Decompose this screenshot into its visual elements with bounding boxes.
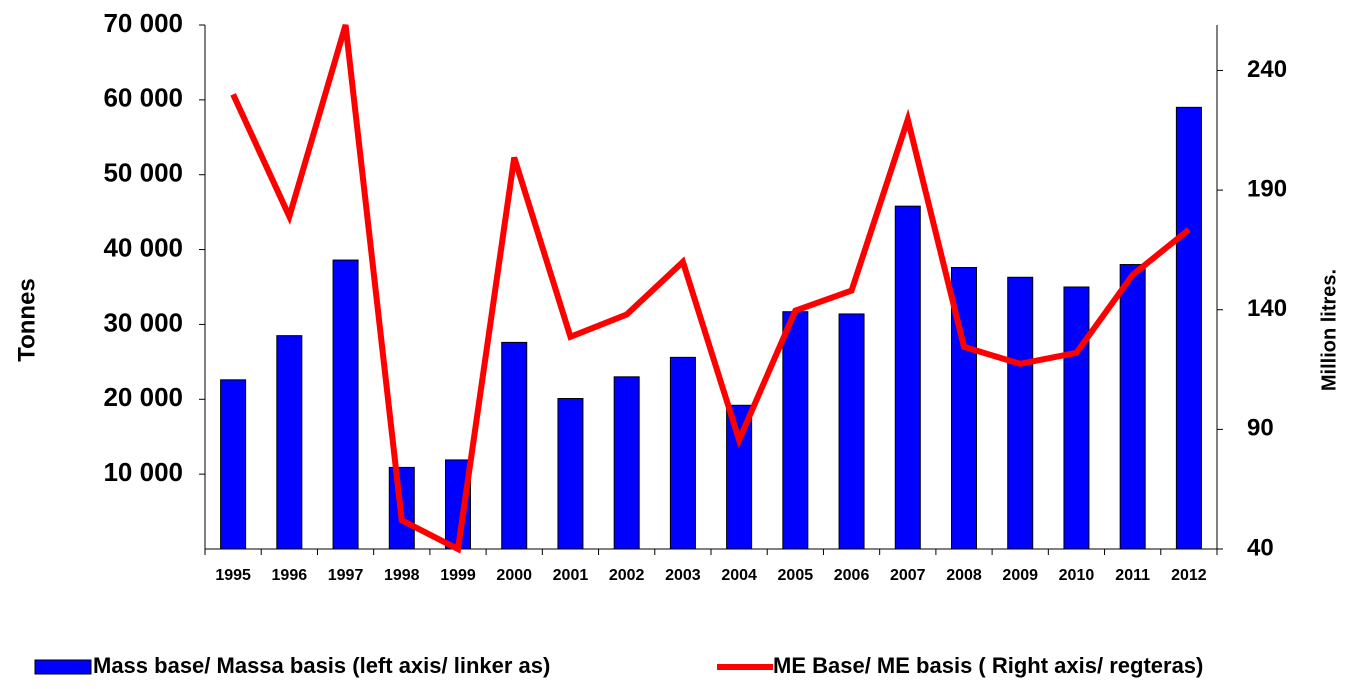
bar: [1007, 276, 1034, 550]
bar: [1119, 264, 1146, 550]
line: [230, 24, 1191, 554]
x-tick-label: 2003: [665, 567, 701, 584]
x-tick-label: 2007: [890, 567, 926, 584]
x-tick-label: 2004: [721, 567, 757, 584]
x-tick-label: 2009: [1002, 567, 1038, 584]
x-tick-label: 1997: [328, 567, 364, 584]
y-tick-label: 50 000: [103, 158, 183, 188]
x-tick-label: 1995: [215, 567, 251, 584]
y-axis-label: Tonnes: [13, 278, 40, 362]
bar: [501, 341, 528, 550]
y-tick-label: 10 000: [103, 457, 183, 487]
x-tick-label: 2008: [946, 567, 982, 584]
x-tick-label: 2005: [778, 567, 814, 584]
bar: [220, 379, 247, 550]
y2-tick-label: 90: [1247, 415, 1274, 442]
x-tick-label: 2002: [609, 567, 645, 584]
bar: [1175, 106, 1202, 550]
y2-tick-label: 240: [1247, 56, 1287, 83]
x-tick-label: 2001: [553, 567, 589, 584]
bar: [1063, 286, 1090, 550]
y-tick-label: 40 000: [103, 232, 183, 262]
y2-tick-label: 40: [1247, 534, 1274, 561]
y2-axis-label: Million litres.: [1318, 269, 1340, 391]
legend-label: ME Base/ ME basis ( Right axis/ regteras…: [773, 653, 1203, 678]
x-tick-label: 2011: [1115, 567, 1150, 584]
y2-tick-label: 140: [1247, 295, 1287, 322]
bar: [782, 311, 809, 550]
x-tick-label: 1998: [384, 567, 420, 584]
bar: [669, 356, 696, 550]
x-tick-label: 2000: [496, 567, 532, 584]
bar: [332, 259, 359, 550]
bar: [613, 376, 640, 550]
legend-swatch: [34, 659, 92, 675]
bar: [276, 335, 303, 550]
x-tick-label: 2010: [1059, 567, 1095, 584]
bar: [557, 398, 584, 550]
y-tick-label: 70 000: [103, 8, 183, 38]
y-tick-label: 30 000: [103, 307, 183, 337]
x-tick-label: 2006: [834, 567, 870, 584]
y2-tick-label: 190: [1247, 175, 1287, 202]
bar: [838, 313, 865, 550]
x-tick-label: 2012: [1171, 567, 1207, 584]
y-tick-label: 60 000: [103, 83, 183, 113]
legend-label: Mass base/ Massa basis (left axis/ linke…: [93, 653, 550, 678]
x-tick-label: 1999: [440, 567, 476, 584]
x-tick-label: 1996: [272, 567, 308, 584]
y-tick-label: 20 000: [103, 382, 183, 412]
bar: [894, 205, 921, 550]
